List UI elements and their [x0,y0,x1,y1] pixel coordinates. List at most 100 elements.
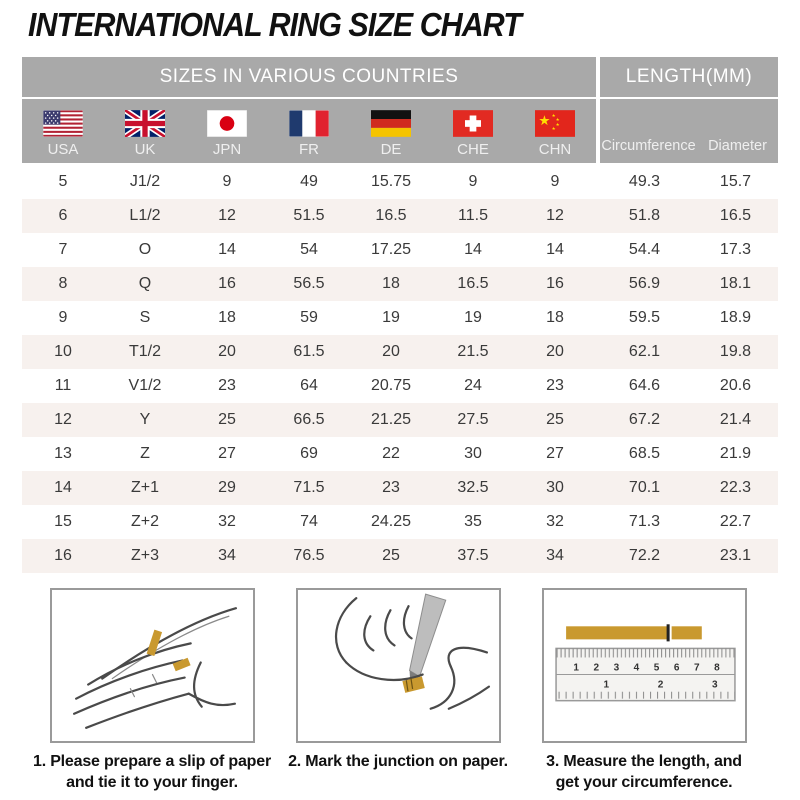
table-cell: S [139,309,151,326]
ring-size-table: SIZES IN VARIOUS COUNTRIES LENGTH(MM) [22,57,778,573]
uk-flag-icon [125,110,165,137]
svg-text:6: 6 [673,663,679,674]
table-cell: 34 [218,547,236,564]
page-title: INTERNATIONAL RING SIZE CHART [28,6,522,43]
column-label-usa: USA [47,141,79,158]
table-cell: 16.5 [719,207,752,224]
table-cell: 29 [218,479,236,496]
table-cell: 20 [546,343,564,360]
table-row: 13 Z 27 69 22 30 27 68.5 21.9 [22,437,778,471]
table-cell: 14 [218,241,236,258]
column-header-che: CHE [432,99,514,163]
table-cell: 62.1 [628,343,661,360]
china-flag-icon: ★ ★ ★ ★ ★ [535,110,575,137]
column-header-de: DE [350,99,432,163]
paper-strip-flat-end [671,626,702,640]
svg-text:4: 4 [633,663,639,674]
table-cell: 6 [58,207,68,224]
column-header-usa: USA [22,99,104,163]
table-cell: 9 [222,173,232,190]
table-cell: 19.8 [719,343,752,360]
table-row: 8 Q 16 56.5 18 16.5 16 56.9 18.1 [22,267,778,301]
svg-text:1: 1 [603,680,609,691]
table-cell: 51.8 [628,207,661,224]
table-cell: 18 [218,309,236,326]
table-cell: 16 [54,547,72,564]
table-cell: 49.3 [628,173,661,190]
svg-text:★: ★ [556,122,561,127]
table-cell: 32 [546,513,564,530]
table-row: 9 S 18 59 19 19 18 59.5 18.9 [22,301,778,335]
table-cell: 8 [58,275,68,292]
column-header-jpn: JPN [186,99,268,163]
table-cell: 17.25 [370,241,412,258]
table-cell: 12 [54,411,72,428]
table-cell: 30 [546,479,564,496]
table-cell: 21.4 [719,411,752,428]
table-cell: 19 [382,309,400,326]
table-cell: 69 [300,445,318,462]
table-cell: 70.1 [628,479,661,496]
table-cell: 54 [300,241,318,258]
table-cell: 56.9 [628,275,661,292]
france-flag-icon [289,110,329,137]
column-label-diameter: Diameter [708,138,767,154]
hand-with-paper-strip-illustration [72,607,237,729]
table-row: 11 V1/2 23 64 20.75 24 23 64.6 20.6 [22,369,778,403]
table-cell: 17.3 [719,241,752,258]
table-cell: 59.5 [628,309,661,326]
svg-text:2: 2 [657,680,663,691]
pencil [408,593,446,678]
table-cell: 56.5 [293,275,325,292]
length-group-header: LENGTH(MM) [600,57,778,97]
step-1: 1. Please prepare a slip of paper and ti… [22,588,282,794]
table-cell: 61.5 [293,343,325,360]
table-cell: 27 [218,445,236,462]
table-cell: 9 [58,309,68,326]
country-columns: USA UK [22,99,596,163]
table-cell: 16 [546,275,564,292]
step-2: 2. Mark the junction on paper. [268,588,528,773]
table-cell: 25 [382,547,400,564]
strip-on-ruler-illustration: 1 2 3 4 5 6 7 8 1 2 3 [554,624,736,702]
column-label-jpn: JPN [212,141,242,158]
table-cell: Z+3 [130,547,159,564]
table-cell: 16.5 [457,275,489,292]
paper-strip-wrap [172,657,191,672]
svg-text:★: ★ [556,117,561,122]
table-cell: 51.5 [293,207,325,224]
svg-text:3: 3 [712,680,718,691]
step-1-illustration-frame [49,588,255,743]
column-label-chn: CHN [538,141,572,158]
table-cell: 13 [54,445,72,462]
table-cell: T1/2 [128,343,161,360]
table-cell: 23 [546,377,564,394]
table-cell: 23.1 [719,547,752,564]
table-cell: 20 [382,343,400,360]
column-header-uk: UK [104,99,186,163]
table-cell: 67.2 [628,411,661,428]
table-cell: 68.5 [628,445,661,462]
paper-strip [146,629,162,657]
junction-mark [666,624,670,642]
table-cell: 21.5 [457,343,489,360]
table-cell: 35 [464,513,482,530]
table-cell: 32.5 [457,479,489,496]
table-row: 10 T1/2 20 61.5 20 21.5 20 62.1 19.8 [22,335,778,369]
table-cell: 18.1 [719,275,752,292]
table-cell: 20 [218,343,236,360]
table-cell: V1/2 [128,377,162,394]
svg-text:★: ★ [552,113,557,118]
table-cell: 30 [464,445,482,462]
table-cell: 16 [218,275,236,292]
svg-text:1: 1 [573,663,579,674]
table-cell: 21.25 [370,411,412,428]
table-cell: 20.75 [370,377,412,394]
table-group-header-row: SIZES IN VARIOUS COUNTRIES LENGTH(MM) [22,57,778,97]
table-cell: 10 [54,343,72,360]
sizes-group-header: SIZES IN VARIOUS COUNTRIES [22,57,596,97]
table-cell: 22.7 [719,513,752,530]
table-cell: 59 [300,309,318,326]
table-cell: 16.5 [375,207,407,224]
table-cell: Y [139,411,151,428]
